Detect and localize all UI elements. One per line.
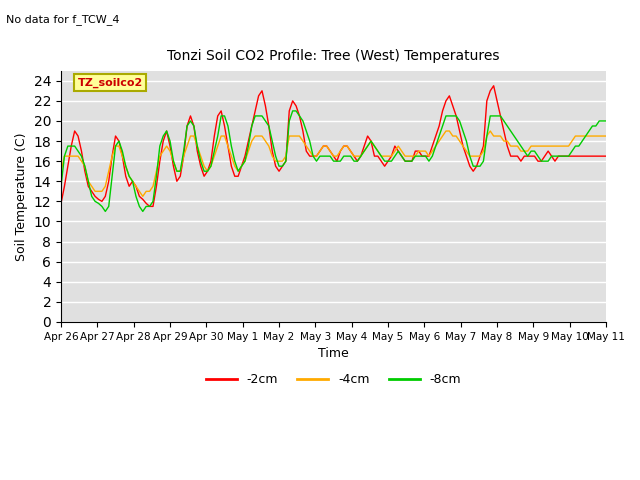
-8cm (289, 108, 296, 114)
-8cm (262, 118, 269, 124)
Line: -4cm: -4cm (61, 131, 606, 196)
-4cm (139, 193, 147, 199)
-2cm (582, 153, 589, 159)
-2cm (544, 148, 552, 154)
Title: Tonzi Soil CO2 Profile: Tree (West) Temperatures: Tonzi Soil CO2 Profile: Tree (West) Temp… (167, 48, 500, 62)
-8cm (602, 118, 610, 124)
-4cm (602, 133, 610, 139)
-8cm (582, 133, 589, 139)
-4cm (211, 153, 218, 159)
-8cm (517, 143, 525, 149)
-4cm (544, 143, 552, 149)
-2cm (57, 201, 65, 206)
-2cm (262, 103, 269, 109)
-2cm (146, 204, 154, 209)
-8cm (102, 208, 109, 214)
Line: -2cm: -2cm (61, 86, 606, 206)
-2cm (241, 153, 249, 159)
-8cm (241, 158, 249, 164)
-4cm (57, 168, 65, 174)
Text: No data for f_TCW_4: No data for f_TCW_4 (6, 14, 120, 25)
-4cm (442, 128, 450, 134)
-2cm (211, 133, 218, 139)
-2cm (602, 153, 610, 159)
-8cm (57, 183, 65, 189)
-4cm (582, 133, 589, 139)
X-axis label: Time: Time (318, 347, 349, 360)
-4cm (517, 148, 525, 154)
-8cm (211, 148, 218, 154)
-4cm (262, 138, 269, 144)
-4cm (241, 158, 249, 164)
Text: TZ_soilco2: TZ_soilco2 (77, 78, 143, 88)
-8cm (544, 158, 552, 164)
Y-axis label: Soil Temperature (C): Soil Temperature (C) (15, 132, 28, 261)
Line: -8cm: -8cm (61, 111, 606, 211)
-2cm (490, 83, 497, 89)
Legend: -2cm, -4cm, -8cm: -2cm, -4cm, -8cm (200, 368, 467, 391)
-2cm (517, 158, 525, 164)
